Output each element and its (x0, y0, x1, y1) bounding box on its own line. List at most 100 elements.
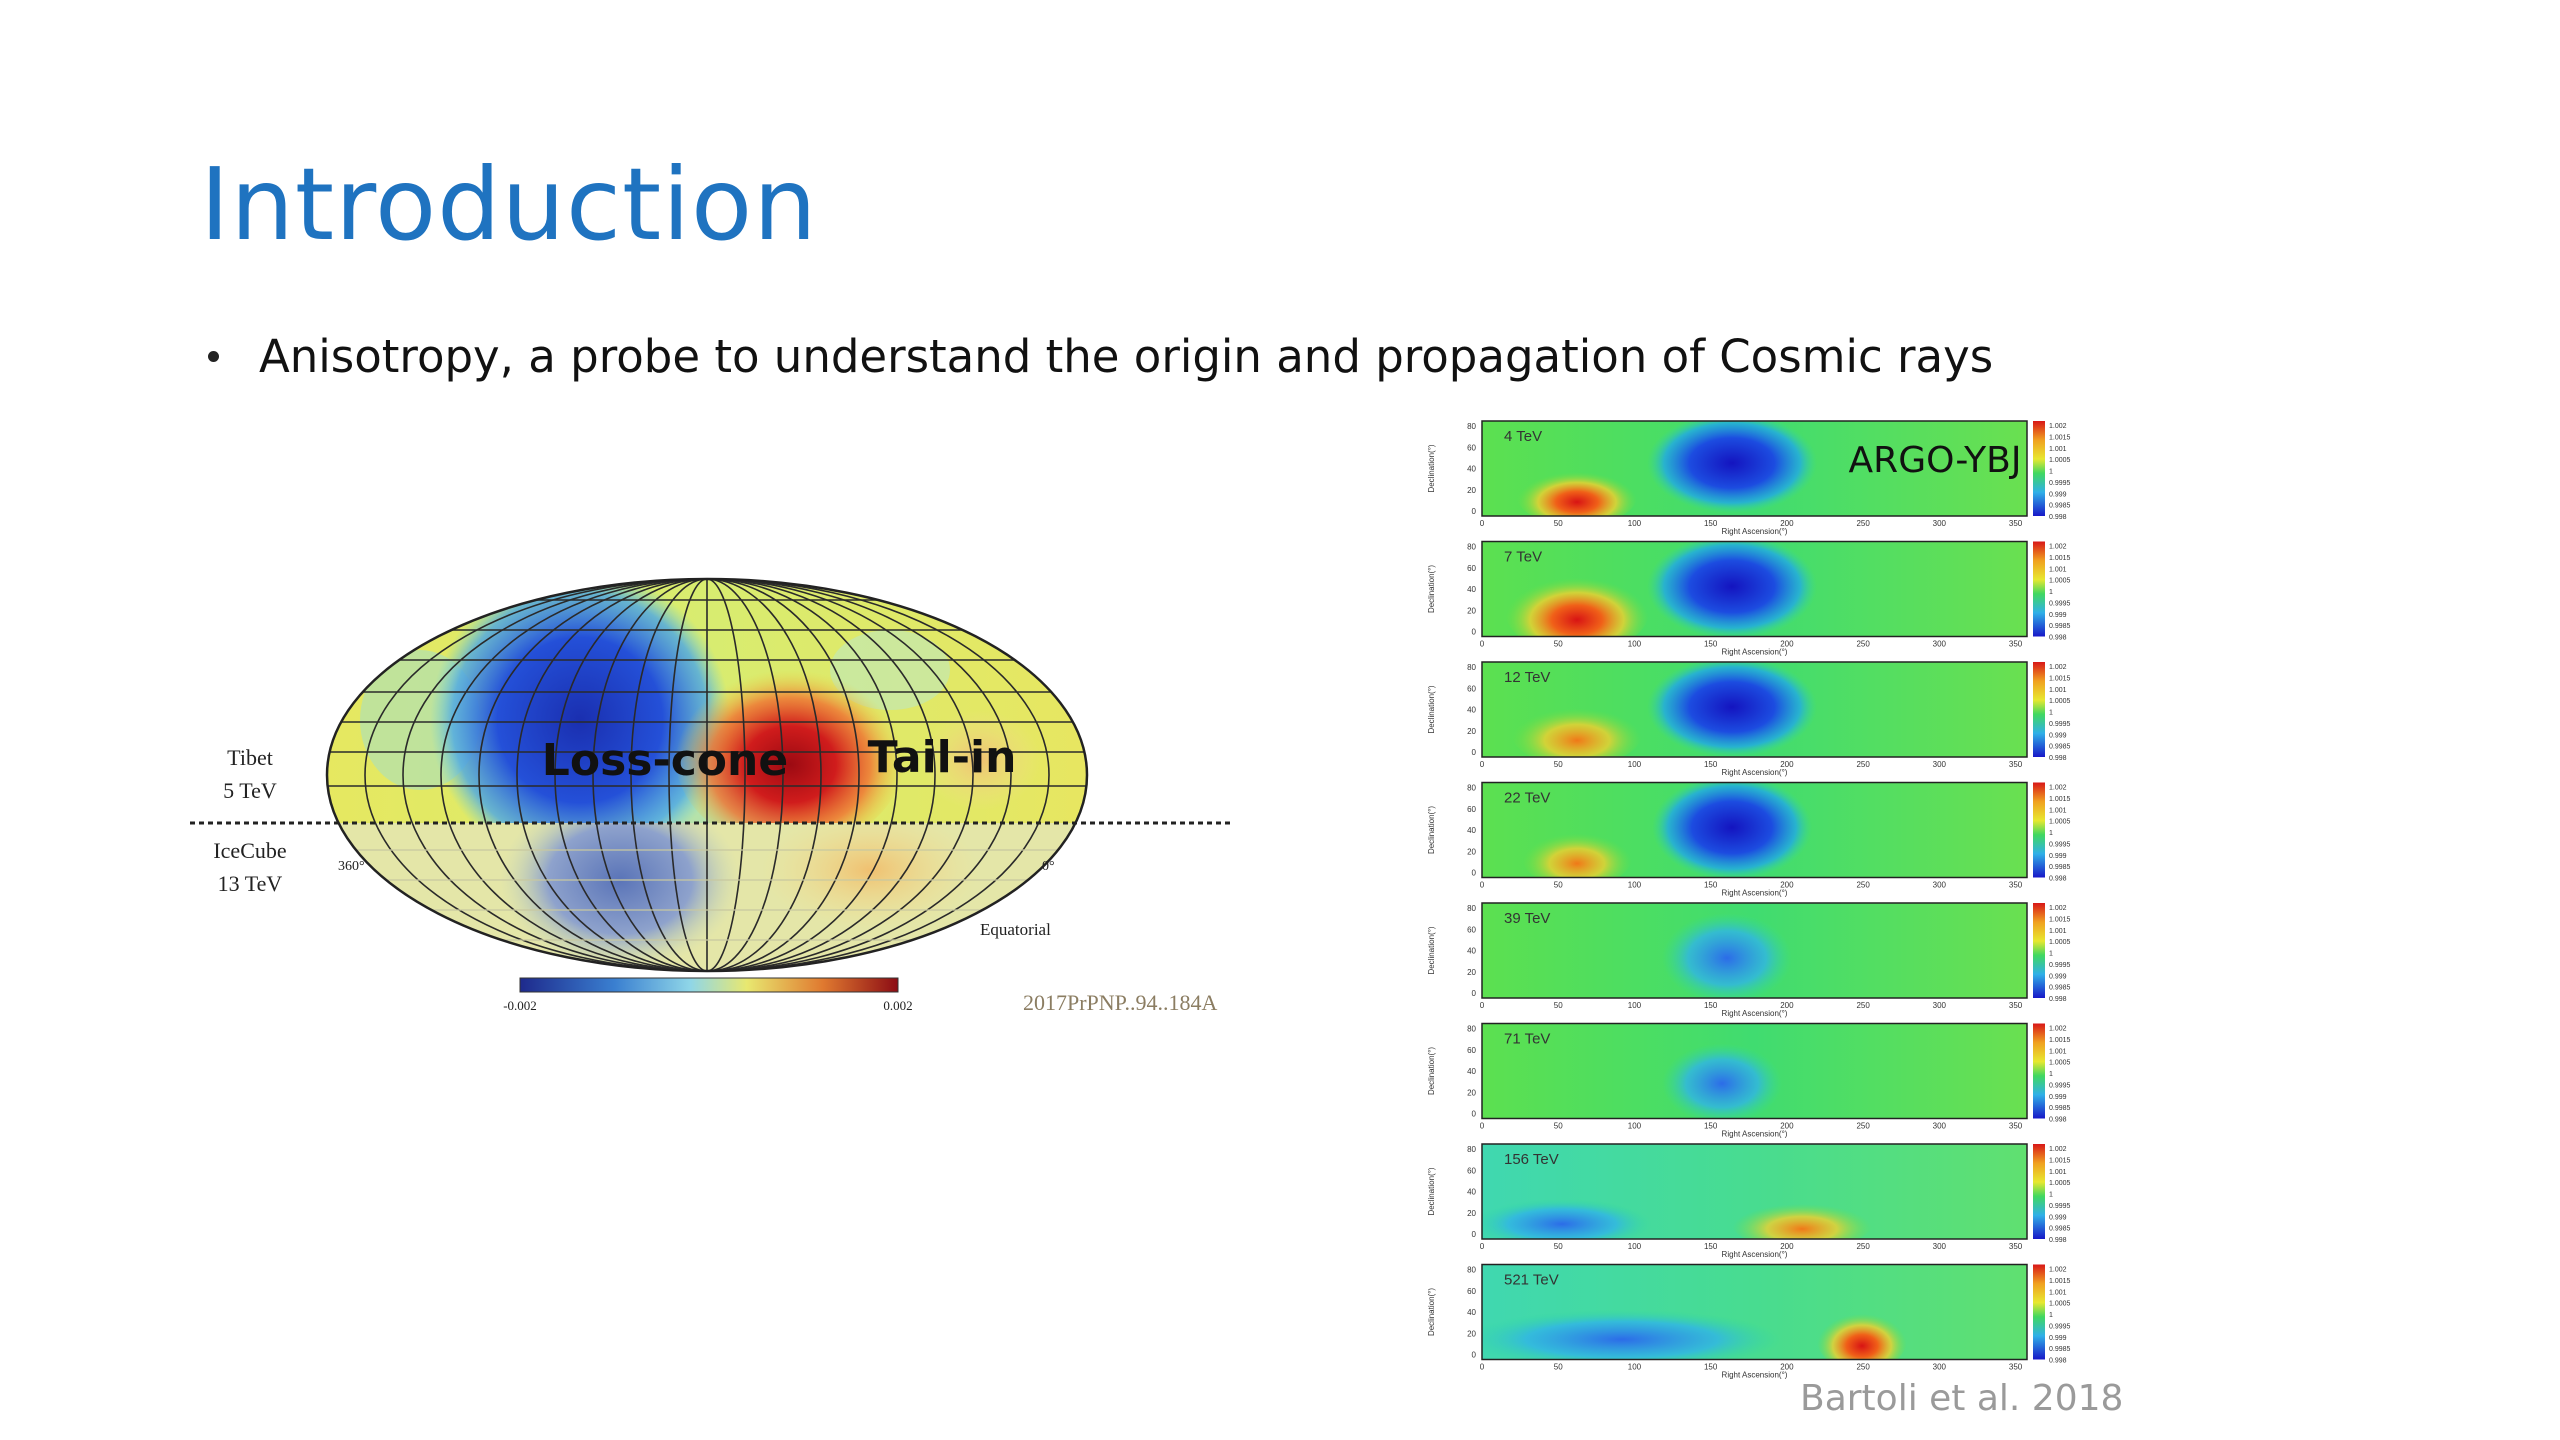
argo-dec-tick: 60 (1467, 1287, 1476, 1296)
argo-ra-tick: 350 (2009, 1242, 2023, 1251)
argo-ra-tick: 200 (1780, 1242, 1794, 1251)
argo-xlabel: Right Ascension(°) (1722, 527, 1788, 536)
argo-scale-tick: 1.002 (2049, 664, 2067, 671)
argo-dec-tick: 0 (1472, 507, 1477, 516)
argo-dec-tick: 80 (1467, 784, 1476, 793)
argo-deficit-region (1662, 913, 1792, 998)
argo-deficit-region (1662, 1043, 1782, 1119)
argo-ra-tick: 150 (1704, 760, 1718, 769)
argo-panel-map (1482, 1264, 2027, 1360)
argo-ra-tick: 100 (1628, 640, 1642, 649)
argo-ra-tick: 350 (2009, 1001, 2023, 1010)
argo-energy-label: 156 TeV (1504, 1151, 1559, 1168)
argo-scale-tick: 1.0015 (2049, 1157, 2071, 1164)
argo-panel-frame (1481, 661, 2028, 758)
argo-ra-tick: 100 (1628, 1122, 1642, 1131)
argo-ra-tick: 300 (1933, 881, 1947, 890)
argo-scale-tick: 0.9995 (2049, 600, 2071, 607)
argo-xlabel: Right Ascension(°) (1722, 889, 1788, 898)
argo-dec-tick: 40 (1467, 1308, 1476, 1317)
argo-dec-tick: 80 (1467, 1145, 1476, 1154)
argo-ylabel: Declination(°) (1427, 806, 1436, 854)
argo-ra-tick: 350 (2009, 519, 2023, 528)
argo-dec-tick: 40 (1467, 826, 1476, 835)
argo-ra-tick: 300 (1933, 640, 1947, 649)
argo-ra-tick: 150 (1704, 881, 1718, 890)
argo-scale-tick: 0.999 (2049, 1335, 2067, 1342)
argo-dec-tick: 20 (1467, 727, 1476, 736)
argo-dec-tick: 0 (1472, 748, 1477, 757)
skymap-figure: Tibet 5 TeV IceCube 13 TeV 360° 0° Equat… (190, 577, 1230, 1013)
skymap-outline (325, 577, 1089, 973)
argo-dec-tick: 40 (1467, 585, 1476, 594)
argo-ra-tick: 250 (1856, 1242, 1870, 1251)
colorbar (519, 977, 899, 993)
argo-ra-tick: 300 (1933, 1242, 1947, 1251)
argo-energy-label: 4 TeV (1504, 428, 1542, 445)
argo-ra-tick: 50 (1554, 1001, 1563, 1010)
argo-ra-tick: 250 (1856, 1122, 1870, 1131)
argo-scale-tick: 0.9985 (2049, 1105, 2071, 1112)
argo-scale-tick: 0.9995 (2049, 962, 2071, 969)
argo-colorscale (2033, 421, 2045, 516)
argo-ra-tick: 200 (1780, 1363, 1794, 1372)
argo-ra-tick: 50 (1554, 519, 1563, 528)
argo-ra-tick: 0 (1480, 1363, 1485, 1372)
argo-scale-tick: 1 (2049, 1192, 2053, 1199)
argo-scale-tick: 1 (2049, 710, 2053, 717)
argo-panel-map (1482, 903, 2027, 998)
argo-scale-tick: 1 (2049, 830, 2053, 837)
argo-ra-tick: 250 (1856, 1363, 1870, 1372)
argo-panel-frame (1481, 420, 2028, 517)
argo-scale-tick: 1.0015 (2049, 555, 2071, 562)
tibet-label: Tibet (227, 745, 273, 770)
argo-scale-tick: 1.0015 (2049, 675, 2071, 682)
argo-panel-frame (1481, 781, 2028, 879)
argo-dec-tick: 0 (1472, 1110, 1477, 1119)
argo-scale-tick: 0.999 (2049, 732, 2067, 739)
argo-ra-tick: 50 (1554, 1242, 1563, 1251)
argo-excess-region (1505, 569, 1649, 637)
argo-credit: Bartoli et al. 2018 (1800, 1378, 2124, 1419)
argo-scale-tick: 1.0015 (2049, 796, 2071, 803)
argo-scale-tick: 1.002 (2049, 905, 2067, 912)
argo-ra-tick: 100 (1628, 1363, 1642, 1372)
argo-excess-region (1512, 702, 1642, 757)
argo-ra-tick: 100 (1628, 760, 1642, 769)
argo-scale-tick: 1.0015 (2049, 916, 2071, 923)
argo-ylabel: Declination(°) (1427, 1047, 1436, 1095)
argo-scale-tick: 1.0005 (2049, 939, 2071, 946)
argo-ra-tick: 150 (1704, 1001, 1718, 1010)
argo-energy-label: 12 TeV (1504, 669, 1550, 686)
argo-xlabel: Right Ascension(°) (1722, 1130, 1788, 1139)
argo-scale-tick: 0.998 (2049, 635, 2067, 642)
argo-scale-tick: 0.9995 (2049, 480, 2071, 487)
argo-panel-map (1482, 662, 2027, 757)
argo-deficit-region (1647, 541, 1817, 637)
argo-scale-tick: 1.0005 (2049, 819, 2071, 826)
argo-dec-tick: 40 (1467, 1067, 1476, 1076)
argo-ra-tick: 150 (1704, 1242, 1718, 1251)
argo-ra-tick: 0 (1480, 640, 1485, 649)
argo-dec-tick: 20 (1467, 968, 1476, 977)
argo-dec-tick: 20 (1467, 1329, 1476, 1338)
argo-ra-tick: 50 (1554, 1122, 1563, 1131)
argo-ra-tick: 100 (1628, 1001, 1642, 1010)
argo-ra-tick: 200 (1780, 640, 1794, 649)
argo-panel-map (1482, 1144, 2027, 1239)
argo-ylabel: Declination(°) (1427, 1288, 1436, 1336)
argo-dec-tick: 60 (1467, 1046, 1476, 1055)
argo-ra-tick: 0 (1480, 519, 1485, 528)
argo-scale-tick: 1.0005 (2049, 457, 2071, 464)
argo-scale-tick: 1.002 (2049, 544, 2067, 551)
argo-tag: ARGO-YBJ (1849, 440, 2022, 481)
argo-ra-tick: 200 (1780, 1122, 1794, 1131)
argo-ra-tick: 150 (1704, 640, 1718, 649)
argo-ra-tick: 100 (1628, 1242, 1642, 1251)
argo-ra-tick: 150 (1704, 1363, 1718, 1372)
argo-colorscale (2033, 1144, 2045, 1239)
argo-panel-map (1482, 541, 2027, 637)
argo-scale-tick: 0.9985 (2049, 864, 2071, 871)
